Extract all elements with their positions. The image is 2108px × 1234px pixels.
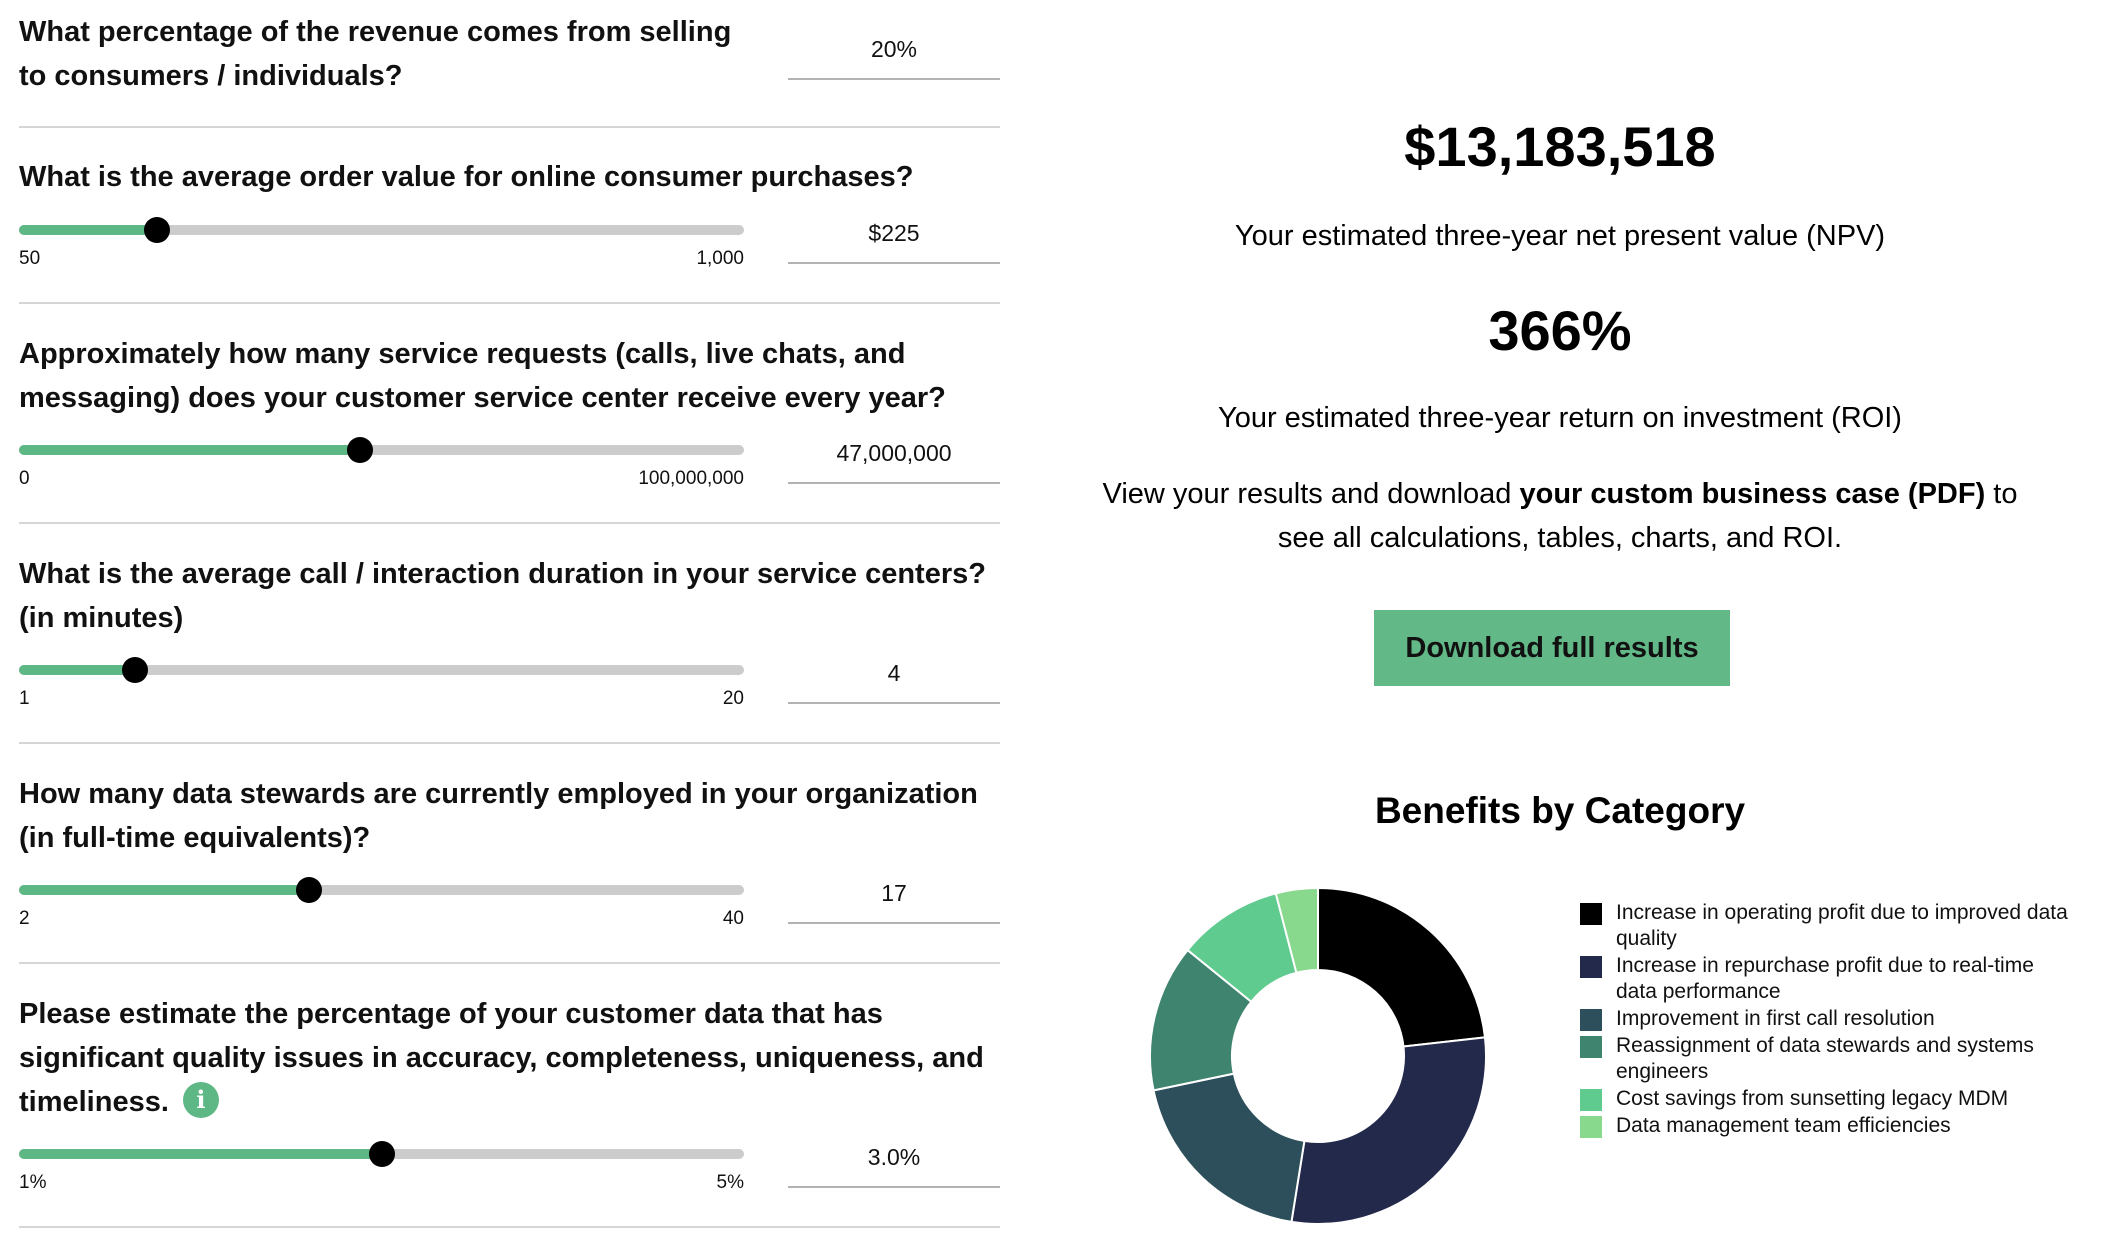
slider-fill [19, 885, 309, 895]
legend-item[interactable]: Increase in repurchase profit due to rea… [1580, 953, 2080, 1005]
divider [19, 126, 1000, 128]
slider-max-label: 1,000 [696, 248, 744, 269]
call-duration-input[interactable]: 4 [788, 658, 1000, 704]
legend-item[interactable]: Improvement in first call resolution [1580, 1006, 2080, 1032]
donut-slice[interactable] [1290, 1036, 1487, 1225]
legend-label: Reassignment of data stewards and system… [1616, 1034, 2034, 1083]
slider-min-label: 1 [19, 688, 30, 709]
npv-label: Your estimated three-year net present va… [1234, 220, 1886, 252]
slider-thumb[interactable] [296, 877, 322, 903]
download-full-results-button[interactable]: Download full results [1374, 610, 1730, 686]
slider-min-label: 1% [19, 1172, 47, 1193]
slider-fill [19, 665, 135, 675]
chart-title: Benefits by Category [1374, 790, 1746, 831]
service-requests-input[interactable]: 47,000,000 [788, 438, 1000, 484]
legend-label: Data management team efficiencies [1616, 1114, 1951, 1137]
slider-min-label: 0 [19, 468, 30, 489]
divider [19, 1226, 1000, 1228]
legend-item[interactable]: Reassignment of data stewards and system… [1580, 1033, 2080, 1085]
donut-slice[interactable] [1152, 1072, 1306, 1224]
service-requests-value[interactable]: 47,000,000 [836, 440, 952, 466]
chart-legend: Increase in operating profit due to impr… [1580, 900, 2080, 1140]
legend-label: Increase in operating profit due to impr… [1616, 901, 2068, 950]
slider-fill [19, 445, 360, 455]
slider-min-label: 2 [19, 908, 30, 929]
slider-max-label: 40 [722, 908, 744, 929]
donut-slice[interactable] [1274, 886, 1319, 974]
description-text: View your results and download [1102, 478, 1520, 510]
roi-label: Your estimated three-year return on inve… [1218, 402, 1902, 434]
question-order-value: What is the average order value for onli… [19, 161, 914, 193]
slider-thumb[interactable] [122, 657, 148, 683]
service-requests-slider[interactable] [19, 437, 744, 463]
divider [19, 962, 1000, 964]
revenue-share-value[interactable]: 20% [870, 36, 918, 62]
legend-label: Improvement in first call resolution [1616, 1007, 1935, 1030]
divider [19, 522, 1000, 524]
legend-label: Increase in repurchase profit due to rea… [1616, 954, 2034, 1003]
question-text: Please estimate the percentage of your c… [19, 998, 984, 1118]
data-stewards-input[interactable]: 17 [788, 878, 1000, 924]
data-quality-input[interactable]: 3.0% [788, 1142, 1000, 1188]
slider-min-label: 50 [19, 248, 41, 269]
data-stewards-value[interactable]: 17 [881, 880, 907, 906]
roi-value: 366% [1488, 299, 1632, 362]
question-data-stewards: How many data stewards are currently emp… [19, 778, 978, 854]
question-service-requests: Approximately how many service requests … [19, 338, 946, 414]
results-description: View your results and download your cust… [1090, 472, 2030, 560]
call-duration-value[interactable]: 4 [887, 660, 901, 686]
slider-thumb[interactable] [143, 217, 170, 243]
benefits-donut-chart [1149, 886, 1487, 1225]
legend-swatch [1580, 903, 1602, 925]
legend-swatch [1580, 1036, 1602, 1058]
npv-value: $13,183,518 [1404, 115, 1716, 178]
call-duration-slider[interactable] [19, 657, 744, 683]
legend-swatch [1580, 1116, 1602, 1138]
data-stewards-slider[interactable] [19, 877, 744, 903]
slider-max-label: 20 [722, 688, 744, 709]
legend-swatch [1580, 1009, 1602, 1031]
slider-fill [19, 1149, 382, 1159]
slider-fill [19, 225, 157, 235]
legend-swatch [1580, 956, 1602, 978]
order-value-input[interactable]: $225 [788, 218, 1000, 264]
divider [19, 742, 1000, 744]
legend-swatch [1580, 1089, 1602, 1111]
data-quality-slider[interactable] [19, 1141, 744, 1167]
divider [19, 302, 1000, 304]
data-quality-value[interactable]: 3.0% [867, 1144, 921, 1170]
business-case-emphasis: your custom business case (PDF) [1519, 478, 1986, 510]
revenue-share-input[interactable]: 20% [788, 34, 1000, 80]
question-call-duration: What is the average call / interaction d… [19, 558, 986, 634]
question-data-quality: Please estimate the percentage of your c… [19, 992, 1009, 1124]
slider-thumb[interactable] [368, 1141, 395, 1167]
slider-max-label: 5% [716, 1172, 744, 1193]
legend-item[interactable]: Increase in operating profit due to impr… [1580, 900, 2080, 952]
order-value-value[interactable]: $225 [868, 220, 920, 246]
description-text: to see all calculations, tables, charts,… [1277, 478, 2018, 554]
question-revenue-share: What percentage of the revenue comes fro… [19, 16, 732, 92]
legend-item[interactable]: Cost savings from sunsetting legacy MDM [1580, 1086, 2080, 1112]
legend-label: Cost savings from sunsetting legacy MDM [1616, 1087, 2009, 1110]
legend-item[interactable]: Data management team efficiencies [1580, 1113, 2080, 1139]
slider-max-label: 100,000,000 [638, 468, 744, 489]
order-value-slider[interactable] [19, 217, 744, 243]
slider-thumb[interactable] [346, 437, 373, 463]
donut-slice[interactable] [1317, 886, 1487, 1048]
info-icon[interactable]: i [182, 1082, 219, 1119]
